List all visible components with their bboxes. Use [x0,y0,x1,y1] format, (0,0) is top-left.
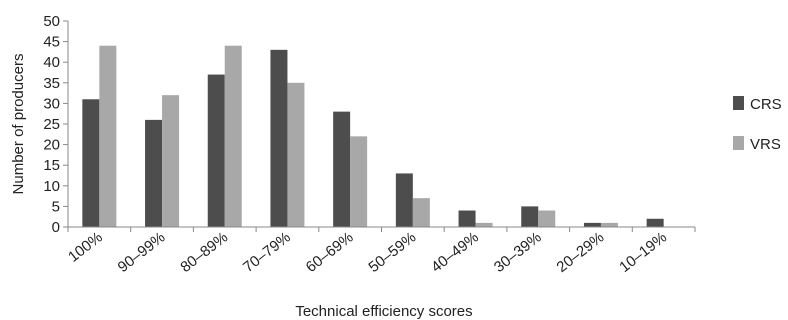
bar-vrs [99,45,117,227]
bar-crs [458,210,476,227]
legend-label-vrs: VRS [750,136,781,153]
y-tick-label: 30 [43,95,60,112]
legend-swatch-crs [733,96,744,110]
x-tick-label: 20–29% [554,229,608,276]
bar-vrs [475,222,493,227]
y-tick-label: 25 [43,116,60,133]
bar-crs [521,206,539,227]
x-axis-title: Technical efficiency scores [295,303,472,320]
bar-crs [207,74,225,227]
bar-crs [395,173,413,227]
y-axis-title: Number of producers [10,54,27,195]
x-tick-label: 90–99% [115,229,169,276]
bar-vrs [538,210,556,227]
y-tick-label: 0 [52,219,60,236]
x-axis-ticks: 100% 90–99% 80–89% 70–79% 60–69% 50–59% 40–49%… [65,227,696,276]
bar-vrs [287,82,305,227]
bar-vrs [224,45,242,227]
bars [82,45,664,228]
y-tick-label: 20 [43,137,60,154]
y-tick-label: 15 [43,157,60,174]
x-tick-label: 60–69% [303,229,357,276]
x-tick-label: 10–19% [616,229,670,276]
bar-crs [270,49,288,228]
y-tick-label: 5 [52,198,60,215]
legend: CRS VRS [733,96,782,153]
bar-crs [82,99,100,227]
legend-label-crs: CRS [750,96,782,113]
bar-vrs [412,198,430,227]
y-tick-label: 50 [43,13,60,30]
bar-crs [333,111,351,227]
legend-swatch-vrs [733,136,744,150]
bar-crs [145,119,163,227]
bar-vrs [162,95,180,227]
y-tick-label: 35 [43,75,60,92]
x-tick-label: 80–89% [177,229,231,276]
x-tick-label: 40–49% [428,229,482,276]
bar-vrs [350,136,368,227]
x-tick-label: 70–79% [240,229,294,276]
x-tick-label: 100% [65,229,106,266]
y-axis-ticks: 0 5 10 15 20 25 30 35 40 45 50 [43,13,68,236]
y-tick-label: 40 [43,54,60,71]
y-tick-label: 45 [43,34,60,51]
y-tick-label: 10 [43,178,60,195]
x-tick-label: 50–59% [365,229,419,276]
bar-crs [583,222,601,227]
x-tick-label: 30–39% [491,229,545,276]
bar-vrs [600,222,618,227]
bar-crs [646,218,664,227]
